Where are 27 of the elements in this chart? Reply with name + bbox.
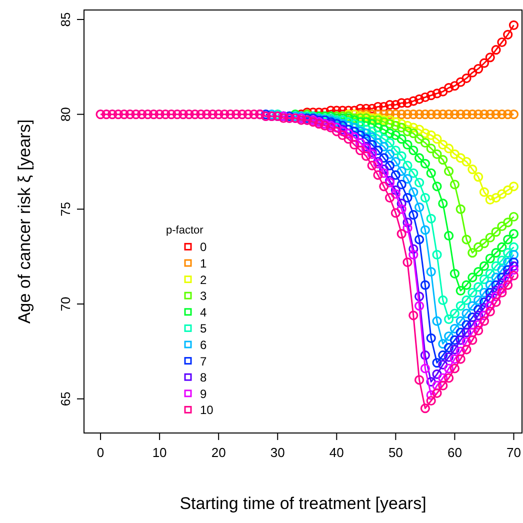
x-tick-label: 60 [447, 445, 462, 460]
legend-label: 10 [200, 403, 214, 418]
legend-label: 9 [200, 386, 207, 401]
y-tick-label: 85 [58, 12, 73, 27]
y-tick-label: 80 [58, 107, 73, 122]
x-tick-label: 50 [388, 445, 403, 460]
legend-label: 4 [200, 305, 207, 320]
legend-label: 0 [200, 240, 207, 254]
x-tick-label: 10 [152, 445, 167, 460]
legend-label: 7 [200, 354, 207, 368]
y-tick-label: 65 [58, 392, 73, 406]
y-tick-label: 75 [58, 202, 73, 216]
x-axis-title: Starting time of treatment [years] [180, 494, 426, 513]
x-tick-label: 0 [96, 445, 104, 460]
legend-label: 3 [200, 289, 207, 304]
x-tick-label: 40 [329, 445, 344, 460]
x-tick-label: 70 [506, 445, 521, 460]
x-tick-label: 30 [270, 445, 285, 460]
x-tick-label: 20 [211, 445, 226, 460]
legend-title: p-factor [166, 224, 204, 237]
y-tick-label: 70 [58, 296, 73, 312]
legend-label: 8 [200, 370, 207, 385]
legend-label: 6 [200, 338, 207, 352]
y-axis-title: Age of cancer risk ξ [years] [15, 119, 34, 324]
legend-label: 1 [200, 256, 207, 270]
legend-label: 5 [200, 322, 207, 336]
legend-label: 2 [200, 272, 207, 287]
